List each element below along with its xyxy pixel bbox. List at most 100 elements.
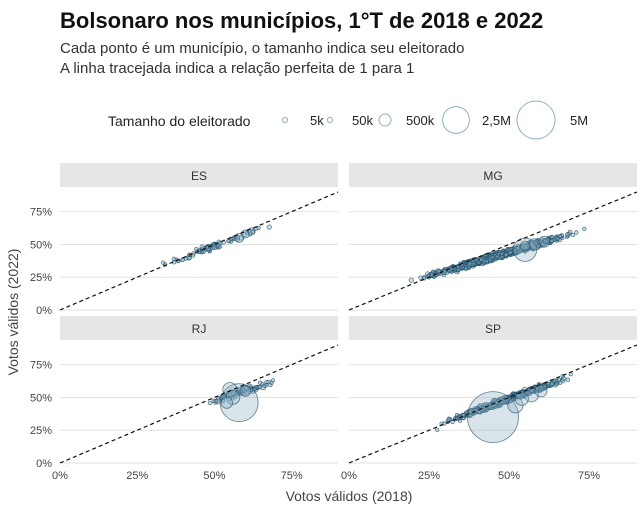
data-point bbox=[515, 245, 521, 251]
data-point bbox=[226, 238, 231, 243]
data-point-large bbox=[219, 383, 259, 423]
facet-strip-label: ES bbox=[191, 169, 207, 183]
data-point-large bbox=[225, 390, 241, 405]
reference-line bbox=[59, 344, 339, 464]
data-point-large bbox=[538, 236, 550, 248]
data-point bbox=[574, 230, 579, 235]
data-point bbox=[235, 235, 241, 240]
data-point bbox=[201, 249, 206, 254]
reference-line bbox=[348, 344, 638, 464]
data-point-large bbox=[222, 382, 238, 398]
data-point-large bbox=[528, 238, 541, 251]
data-point bbox=[160, 260, 166, 265]
y-tick-label: 75% bbox=[30, 207, 52, 219]
data-point bbox=[582, 226, 587, 232]
facet-strip-ES bbox=[60, 163, 338, 187]
data-point bbox=[435, 427, 440, 432]
data-point bbox=[565, 231, 570, 237]
chart-subtitle-2: A linha tracejada indica a relação perfe… bbox=[60, 60, 415, 77]
facet-strip-MG bbox=[349, 163, 637, 187]
size-legend: Tamanho do eleitorado 5k 50k 500k 2,5M 5M bbox=[108, 100, 588, 140]
size-legend-label: 5M bbox=[570, 113, 588, 128]
size-legend-circle-2,5M bbox=[442, 106, 470, 134]
data-point bbox=[450, 419, 455, 425]
data-point bbox=[487, 257, 493, 262]
size-legend-circle-5k bbox=[281, 116, 289, 124]
reference-line bbox=[348, 191, 638, 311]
data-point bbox=[529, 242, 534, 247]
data-point bbox=[549, 238, 554, 244]
data-point bbox=[187, 256, 192, 261]
data-point bbox=[543, 239, 548, 244]
y-tick-label: 50% bbox=[30, 239, 52, 251]
y-axis-label: Votos válidos (2022) bbox=[5, 249, 21, 376]
x-tick-label: 50% bbox=[498, 470, 520, 482]
data-point bbox=[549, 381, 555, 387]
size-legend-label: 2,5M bbox=[482, 113, 511, 128]
data-point bbox=[268, 382, 273, 388]
points-RJ bbox=[207, 378, 276, 423]
data-point bbox=[171, 256, 177, 262]
reference-line bbox=[59, 191, 339, 311]
y-tick-label: 25% bbox=[30, 425, 52, 437]
points-MG bbox=[408, 226, 587, 283]
y-tick-label: 0% bbox=[36, 458, 52, 470]
facet-panel-ES: ES bbox=[59, 163, 339, 311]
data-point bbox=[244, 386, 249, 391]
data-point bbox=[418, 275, 423, 280]
data-point bbox=[570, 232, 575, 238]
data-point-large bbox=[220, 396, 233, 409]
data-point bbox=[523, 244, 529, 250]
data-point bbox=[509, 246, 514, 252]
data-point bbox=[266, 224, 272, 230]
facet-strip-RJ bbox=[60, 316, 338, 340]
data-point bbox=[207, 400, 213, 406]
data-point bbox=[554, 381, 559, 386]
facet-strip-label: RJ bbox=[192, 322, 207, 336]
data-point bbox=[218, 244, 223, 249]
facet-strip-SP bbox=[349, 316, 637, 340]
data-point bbox=[496, 251, 501, 257]
data-point bbox=[503, 252, 509, 257]
size-legend-title: Tamanho do eleitorado bbox=[108, 113, 251, 129]
size-legend-label: 500k bbox=[406, 113, 435, 128]
data-point bbox=[270, 378, 276, 383]
data-point bbox=[429, 272, 434, 277]
data-point bbox=[561, 376, 567, 381]
x-tick-label: 75% bbox=[578, 470, 600, 482]
data-point bbox=[565, 377, 571, 382]
x-tick-label: 25% bbox=[418, 470, 440, 482]
data-point bbox=[257, 384, 262, 390]
data-point-large bbox=[519, 240, 531, 251]
data-point bbox=[269, 380, 274, 385]
data-point bbox=[213, 398, 219, 404]
points-SP bbox=[435, 371, 573, 444]
x-tick-label: 0% bbox=[52, 470, 68, 482]
facet-strip-label: MG bbox=[483, 169, 502, 183]
data-point-large bbox=[514, 391, 529, 406]
y-tick-label: 0% bbox=[36, 305, 52, 317]
x-tick-label: 0% bbox=[341, 470, 357, 482]
data-point bbox=[262, 383, 267, 388]
size-legend-label: 5k bbox=[310, 113, 324, 128]
data-point-large bbox=[247, 227, 256, 236]
size-legend-circle-500k bbox=[378, 113, 392, 127]
data-point bbox=[463, 266, 468, 271]
y-tick-label: 75% bbox=[30, 360, 52, 372]
facet-panel-RJ: RJ bbox=[59, 316, 339, 464]
size-legend-label: 50k bbox=[352, 113, 373, 128]
data-point bbox=[455, 265, 461, 270]
facet-panels: ES MG RJ SP bbox=[59, 163, 638, 464]
x-axis-label: Votos válidos (2018) bbox=[286, 488, 413, 504]
chart-title: Bolsonaro nos municípios, 1°T de 2018 e … bbox=[60, 8, 544, 33]
x-tick-label: 50% bbox=[203, 470, 225, 482]
facet-panel-MG: MG bbox=[348, 163, 638, 311]
data-point bbox=[471, 261, 476, 267]
data-point bbox=[466, 261, 473, 267]
facet-panel-SP: SP bbox=[348, 316, 638, 464]
size-legend-circle-50k bbox=[326, 116, 334, 124]
y-tick-label: 25% bbox=[30, 272, 52, 284]
data-point bbox=[190, 253, 196, 258]
data-point bbox=[557, 380, 563, 386]
